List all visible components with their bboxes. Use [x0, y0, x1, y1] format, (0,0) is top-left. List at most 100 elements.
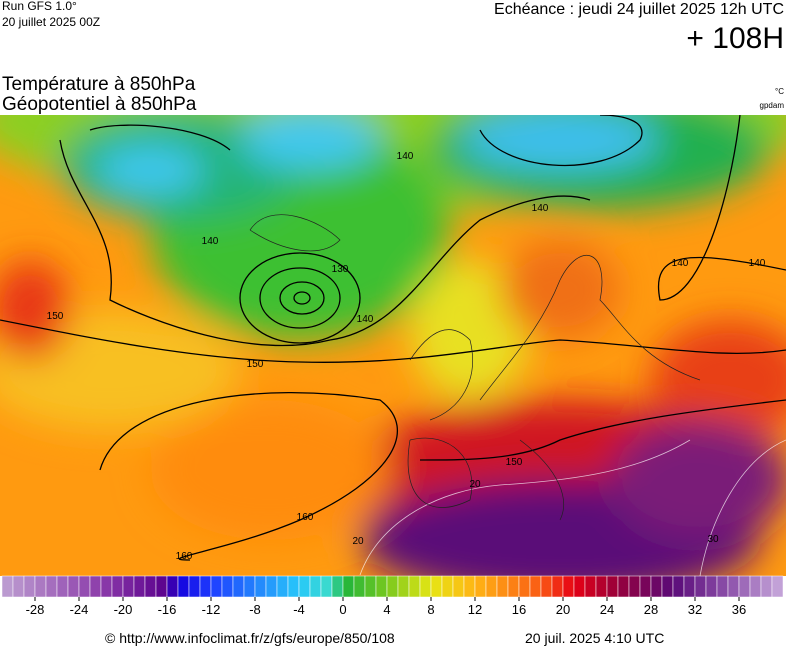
colorbar-swatch — [331, 575, 344, 598]
unit-geopotential: gpdam — [760, 101, 785, 110]
colorbar-swatch — [243, 575, 256, 598]
colorbar-swatch — [441, 575, 454, 598]
colorbar-swatch — [650, 575, 663, 598]
contour-label: 140 — [397, 151, 414, 162]
colorbar-tick-label: 32 — [688, 602, 702, 617]
colorbar-swatch — [45, 575, 58, 598]
colorbar-tick-label: -28 — [26, 602, 45, 617]
colorbar-swatch — [265, 575, 278, 598]
colorbar-swatch — [419, 575, 432, 598]
colorbar-swatch — [177, 575, 190, 598]
colorbar-swatch — [716, 575, 729, 598]
colorbar-swatch — [298, 575, 311, 598]
contour-label: 140 — [749, 258, 766, 269]
colorbar-swatch — [771, 575, 784, 598]
contour-label: 140 — [202, 236, 219, 247]
colorbar: -28 -24 -20 -16 -12 -8 -4 0 4 8 12 16 20 24 28 32 36 — [1, 575, 784, 617]
colorbar-swatch — [133, 575, 146, 598]
colorbar-swatch — [89, 575, 102, 598]
colorbar-swatch — [320, 575, 333, 598]
map: 140 140 130 140 150 150 140 140 140 150 160 160 20 20… — [0, 115, 786, 576]
colorbar-tick-label: -20 — [114, 602, 133, 617]
colorbar-swatch — [375, 575, 388, 598]
colorbar-swatch — [749, 575, 762, 598]
contour-label: 160 — [176, 551, 193, 562]
contour-label: 140 — [672, 258, 689, 269]
colorbar-swatch — [639, 575, 652, 598]
colorbar-tick-label: 4 — [383, 602, 390, 617]
colorbar-swatch — [595, 575, 608, 598]
colorbar-swatch — [166, 575, 179, 598]
colorbar-swatch — [232, 575, 245, 598]
title-geopotential: Géopotentiel à 850hPa — [2, 94, 197, 115]
colorbar-swatch — [309, 575, 322, 598]
temperature-contours — [359, 439, 786, 576]
run-label: Run GFS 1.0° — [2, 0, 77, 13]
colorbar-swatch — [287, 575, 300, 598]
colorbar-swatch — [144, 575, 157, 598]
colorbar-tick-label: 36 — [732, 602, 746, 617]
colorbar-swatch — [584, 575, 597, 598]
colorbar-swatch — [23, 575, 36, 598]
colorbar-tick-label: 28 — [644, 602, 658, 617]
contour-label: 20 — [469, 479, 481, 490]
colorbar-swatch — [254, 575, 267, 598]
colorbar-swatch — [562, 575, 575, 598]
colorbar-swatch — [672, 575, 685, 598]
colorbar-swatch — [221, 575, 234, 598]
colorbar-swatch — [34, 575, 47, 598]
colorbar-swatch — [683, 575, 696, 598]
colorbar-swatch — [111, 575, 124, 598]
colorbar-tick-label: -12 — [202, 602, 221, 617]
contour-label: 20 — [352, 536, 364, 547]
colorbar-swatch — [628, 575, 641, 598]
generation-time: 20 juil. 2025 4:10 UTC — [525, 630, 664, 646]
colorbar-swatch — [1, 575, 14, 598]
colorbar-swatch — [727, 575, 740, 598]
contour-label: 150 — [47, 311, 64, 322]
colorbar-tick-label: -24 — [70, 602, 89, 617]
colorbar-swatch — [463, 575, 476, 598]
colorbar-swatch — [694, 575, 707, 598]
title-temperature: Température à 850hPa — [2, 74, 196, 95]
contour-label: 30 — [707, 534, 719, 545]
colorbar-swatch — [529, 575, 542, 598]
colorbar-swatch — [12, 575, 25, 598]
colorbar-tick-label: -8 — [249, 602, 261, 617]
colorbar-swatch — [705, 575, 718, 598]
colorbar-swatch — [518, 575, 531, 598]
temperature-field — [0, 115, 786, 576]
colorbar-swatch — [430, 575, 443, 598]
colorbar-swatch — [507, 575, 520, 598]
colorbar-swatch — [551, 575, 564, 598]
contour-label: 130 — [332, 264, 349, 275]
colorbar-swatch — [122, 575, 135, 598]
colorbar-swatch — [496, 575, 509, 598]
contour-label: 150 — [247, 359, 264, 370]
colorbar-swatch — [661, 575, 674, 598]
colorbar-swatch — [342, 575, 355, 598]
colorbar-tick-label: 16 — [512, 602, 526, 617]
source-url: © http://www.infoclimat.fr/z/gfs/europe/… — [105, 630, 395, 646]
colorbar-swatch — [56, 575, 69, 598]
colorbar-swatch — [386, 575, 399, 598]
contour-label: 140 — [532, 203, 549, 214]
colorbar-swatch — [408, 575, 421, 598]
geopotential-contours — [0, 115, 786, 561]
colorbar-tick-label: -4 — [293, 602, 305, 617]
colorbar-tick-label: 0 — [339, 602, 346, 617]
colorbar-tick-label: 24 — [600, 602, 614, 617]
colorbar-tick-label: 8 — [427, 602, 434, 617]
colorbar-swatch — [353, 575, 366, 598]
valid-time: Echéance : jeudi 24 juillet 2025 12h UTC — [494, 1, 784, 18]
colorbar-swatch — [210, 575, 223, 598]
contour-labels: 140 140 130 140 150 150 140 140 140 150 160 160 20 20… — [47, 151, 766, 562]
colorbar-swatch — [617, 575, 630, 598]
colorbar-tick-label: -16 — [158, 602, 177, 617]
contour-label: 150 — [506, 457, 523, 468]
colorbar-swatch — [276, 575, 289, 598]
colorbar-swatch — [78, 575, 91, 598]
colorbar-tick-label: 20 — [556, 602, 570, 617]
colorbar-swatch — [199, 575, 212, 598]
